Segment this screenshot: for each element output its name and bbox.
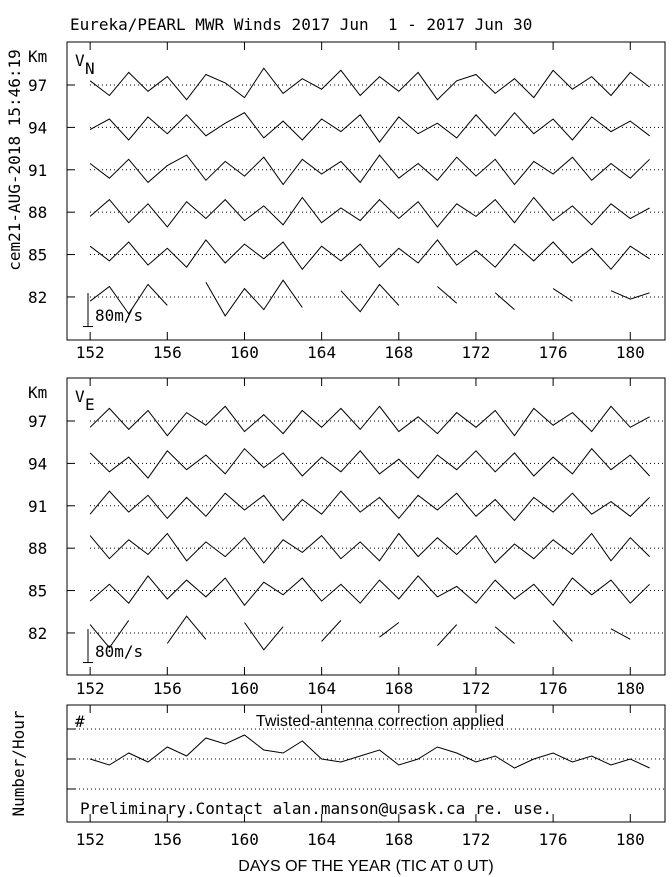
count-trace xyxy=(89,734,650,769)
x-tick-label: 172 xyxy=(462,830,491,849)
panel-frame xyxy=(66,377,666,676)
wind-trace xyxy=(89,532,650,564)
x-tick-label: 168 xyxy=(384,343,413,362)
y-tick-label: 97 xyxy=(28,412,47,431)
wind-trace xyxy=(89,279,650,317)
y-tick-label: 91 xyxy=(28,161,47,180)
x-tick-label: 176 xyxy=(539,830,568,849)
scale-bar-label: 80m/s xyxy=(95,306,143,325)
x-tick-label: 172 xyxy=(462,679,491,698)
scale-bar-label: 80m/s xyxy=(95,642,143,661)
x-tick-label: 180 xyxy=(616,679,645,698)
x-tick-label: 156 xyxy=(153,343,182,362)
y-tick-label: 94 xyxy=(28,454,47,473)
footer: Preliminary.Contact alan.manson@usask.ca… xyxy=(80,799,552,818)
panel-label: V xyxy=(75,51,85,70)
wind-trace xyxy=(89,67,650,101)
x-tick-label: 160 xyxy=(230,343,259,362)
x-tick-label: 164 xyxy=(307,343,336,362)
y-tick-label: 85 xyxy=(28,582,47,601)
y-tick-label: 82 xyxy=(28,624,47,643)
y-tick-label: 85 xyxy=(28,246,47,265)
wind-trace xyxy=(89,239,650,271)
x-tick-label: 176 xyxy=(539,343,568,362)
x-tick-label: 156 xyxy=(153,679,182,698)
wind-trace xyxy=(89,615,631,651)
y-tick-label: 88 xyxy=(28,203,47,222)
x-tick-label: 164 xyxy=(307,679,336,698)
y-tick-label: 91 xyxy=(28,497,47,516)
x-tick-label: 152 xyxy=(76,830,105,849)
chart-title: Eureka/PEARL MWR Winds 2017 Jun 1 - 2017… xyxy=(70,15,532,34)
x-tick-label: 172 xyxy=(462,343,491,362)
y-tick-label: 82 xyxy=(28,288,47,307)
x-tick-label: 180 xyxy=(616,830,645,849)
x-tick-label: 156 xyxy=(153,830,182,849)
wind-trace xyxy=(89,111,650,143)
wind-trace xyxy=(89,196,650,228)
x-tick-label: 160 xyxy=(230,830,259,849)
x-axis-label: DAYS OF THE YEAR (TIC AT 0 UT) xyxy=(238,858,493,875)
x-tick-label: 152 xyxy=(76,679,105,698)
y-axis-label: Number/Hour xyxy=(9,710,28,816)
x-tick-label: 168 xyxy=(384,679,413,698)
wind-trace xyxy=(89,575,650,607)
timestamp: cem21-AUG-2018 15:46:19 xyxy=(5,49,24,271)
y-tick-label: 94 xyxy=(28,118,47,137)
panel-label: V xyxy=(75,387,85,406)
y-axis-label: Km xyxy=(28,383,47,402)
x-tick-label: 152 xyxy=(76,343,105,362)
wind-trace xyxy=(89,154,650,186)
panel-subscript: N xyxy=(85,59,95,78)
panel-label: # xyxy=(75,712,85,731)
y-axis-label: Km xyxy=(28,47,47,66)
x-tick-label: 168 xyxy=(384,830,413,849)
y-tick-label: 97 xyxy=(28,76,47,95)
wind-trace xyxy=(89,447,650,479)
note: Twisted-antenna correction applied xyxy=(256,713,504,730)
panel-frame xyxy=(66,704,666,823)
x-tick-label: 176 xyxy=(539,679,568,698)
panel-frame xyxy=(66,41,666,341)
x-tick-label: 164 xyxy=(307,830,336,849)
panel-subscript: E xyxy=(85,395,95,414)
wind-trace xyxy=(89,490,650,522)
wind-trace xyxy=(89,405,650,437)
y-tick-label: 88 xyxy=(28,539,47,558)
x-tick-label: 180 xyxy=(616,343,645,362)
x-tick-label: 160 xyxy=(230,679,259,698)
